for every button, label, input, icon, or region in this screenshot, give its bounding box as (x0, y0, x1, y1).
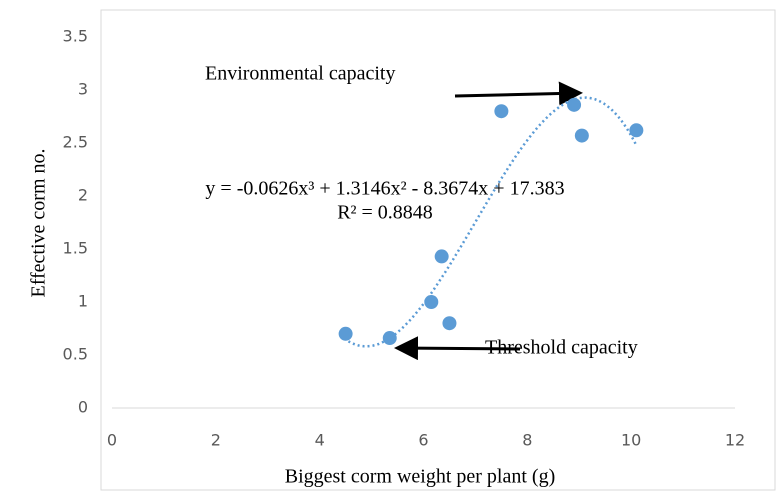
y-tick-label: 3 (78, 80, 88, 99)
y-tick-label: 2 (78, 186, 88, 205)
x-tick-label: 12 (725, 431, 745, 450)
data-point (434, 249, 449, 264)
x-axis-label: Biggest corm weight per plant (g) (285, 466, 556, 488)
annotation-arrow (394, 336, 521, 361)
annotation-arrow (454, 81, 583, 106)
data-point (629, 123, 644, 138)
x-tick-label: 8 (522, 431, 532, 450)
data-point (382, 331, 397, 346)
trend-r-squared: R² = 0.8848 (337, 202, 433, 224)
trend-equation: y = -0.0626x³ + 1.3146x² - 8.3674x + 17.… (205, 178, 564, 200)
data-point (442, 316, 457, 331)
annotation: Environmental capacity (205, 63, 395, 85)
chart-border (100, 9, 776, 491)
data-point (424, 295, 439, 309)
x-tick-label: 2 (211, 431, 221, 450)
y-tick-label: 2.5 (63, 133, 88, 152)
x-tick-label: 0 (107, 431, 117, 450)
data-point (574, 128, 589, 143)
y-tick-label: 1.5 (63, 239, 88, 258)
y-tick-label: 0.5 (63, 345, 88, 364)
x-tick-label: 4 (315, 431, 325, 450)
y-axis-label: Effective corm no. (28, 148, 50, 297)
annotation: Threshold capacity (485, 337, 638, 359)
x-tick-label: 6 (418, 431, 428, 450)
data-point (494, 104, 509, 119)
x-tick-label: 10 (621, 431, 641, 450)
data-point (567, 97, 582, 112)
y-tick-label: 1 (78, 292, 88, 311)
y-tick-label: 3.5 (63, 27, 88, 46)
data-point (338, 326, 353, 341)
y-tick-label: 0 (78, 398, 88, 417)
